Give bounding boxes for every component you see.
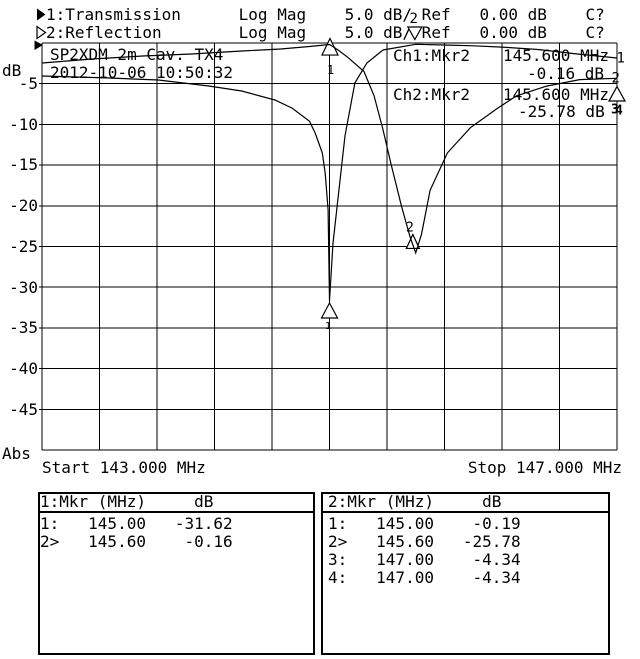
y-tick-label: -45 [9, 400, 38, 419]
ch2-marker-readout-label: Ch2:Mkr2 [393, 85, 471, 104]
ch2-marker3-label: 3 [611, 102, 619, 117]
ch2-marker4-label: 4 [615, 103, 623, 118]
marker-table-row: 1: 145.00 -31.62 [40, 514, 233, 533]
plot-timestamp: 2012-10-06 10:50:32 [50, 63, 234, 82]
plot-title: SP2XDM 2m Cav. TX4 [50, 45, 224, 64]
y-tick-label: -20 [9, 196, 38, 215]
marker-table-ch2-header: 2:Mkr (MHz) dB [328, 492, 502, 511]
table-header-separator [40, 511, 313, 513]
y-tick-label: -30 [9, 278, 38, 297]
y-tick-label: -5 [18, 74, 38, 93]
ch2-marker-readout-freq: 145.600 MHz [503, 85, 609, 104]
marker-table-row: 1: 145.00 -0.19 [328, 514, 521, 533]
reference-level-pointer-icon [34, 40, 43, 50]
ch1-marker1-triangle-icon [320, 301, 339, 319]
channel2-pointer-icon [36, 25, 47, 40]
y-axis-bottom-label: Abs [2, 444, 31, 463]
channel2-header: 2:Reflection Log Mag 5.0 dB/ Ref 0.00 dB… [46, 23, 605, 42]
y-tick-label: -15 [9, 155, 38, 174]
y-tick-label: -40 [9, 359, 38, 378]
x-stop-label: Stop 147.000 MHz [467, 458, 622, 477]
x-start-label: Start 143.000 MHz [42, 458, 206, 477]
ch2-marker2-label: 2 [406, 221, 414, 236]
trace1-end-label: 1 [617, 51, 625, 67]
ch1-marker1-label: 1 [325, 321, 331, 332]
ch2-marker2-triangle-icon [405, 233, 421, 250]
channel1-header: 1:Transmission Log Mag 5.0 dB/ Ref 0.00 … [46, 5, 605, 24]
marker-table-row: 2> 145.60 -25.78 [328, 532, 521, 551]
y-axis-unit-label: dB [2, 61, 22, 80]
marker-table-ch1: 1:Mkr (MHz) dB 1: 145.00 -31.62 2> 145.6… [38, 492, 315, 655]
ch1-marker-readout-freq: 145.600 MHz [503, 46, 609, 65]
ch2-marker3-4-triangle-icon [607, 85, 627, 102]
y-tick-label: -25 [9, 237, 38, 256]
ch1-marker-readout-value: -0.16 dB [527, 64, 605, 83]
channel1-active-pointer-icon [37, 8, 46, 21]
ch2-marker1-label: 1 [327, 63, 334, 77]
table-header-separator [323, 511, 608, 513]
marker-table-ch2: 2:Mkr (MHz) dB 1: 145.00 -0.19 2> 145.60… [321, 492, 610, 655]
ch2-marker-readout-value: -25.78 dB [518, 102, 605, 121]
marker-table-row: 2> 145.60 -0.16 [40, 532, 233, 551]
ch1-marker-readout-label: Ch1:Mkr2 [393, 46, 471, 65]
marker-table-row: 3: 147.00 -4.34 [328, 550, 521, 569]
y-tick-label: -35 [9, 318, 38, 337]
marker-table-ch1-header: 1:Mkr (MHz) dB [40, 492, 214, 511]
marker-table-row: 4: 147.00 -4.34 [328, 568, 521, 587]
y-tick-label: -10 [9, 115, 38, 134]
trace2-end-label: 2 [612, 71, 620, 87]
